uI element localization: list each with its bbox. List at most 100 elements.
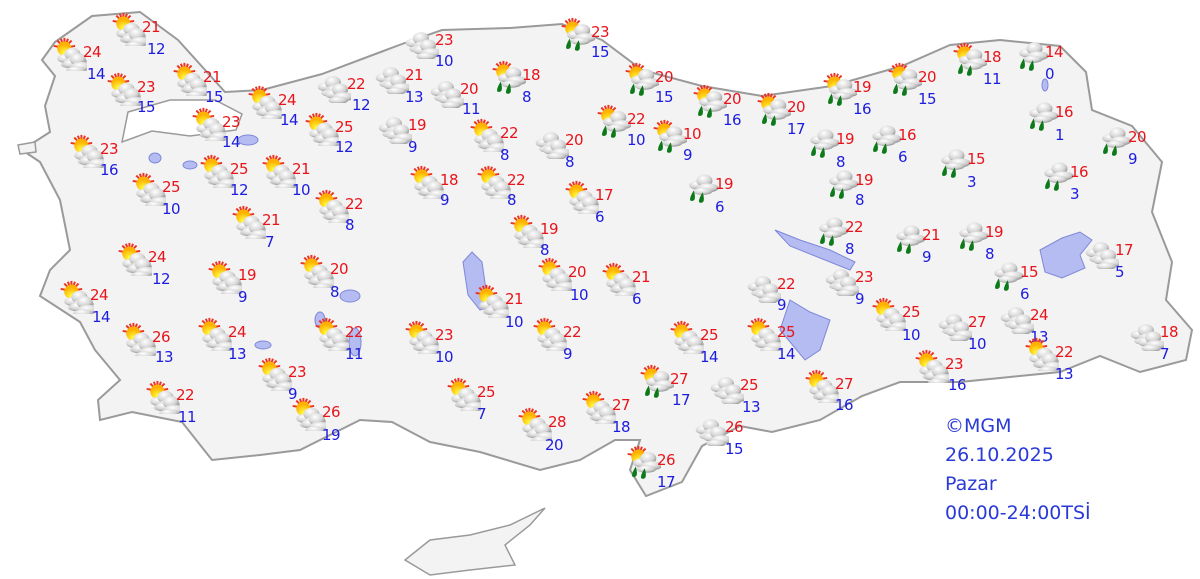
max-temp: 14 xyxy=(1045,43,1064,61)
max-temp: 21 xyxy=(405,66,424,84)
max-temp: 25 xyxy=(740,376,759,394)
min-temp: 17 xyxy=(657,473,676,491)
max-temp: 19 xyxy=(836,130,855,148)
min-temp: 16 xyxy=(853,100,872,118)
max-temp: 22 xyxy=(345,323,364,341)
max-temp: 18 xyxy=(1160,323,1179,341)
cloudy-icon xyxy=(375,67,409,94)
rain-icon xyxy=(896,225,926,254)
max-temp: 23 xyxy=(435,326,454,344)
partly-cloudy-rain-icon xyxy=(596,104,631,138)
max-temp: 22 xyxy=(345,195,364,213)
max-temp: 20 xyxy=(918,68,937,86)
min-temp: 5 xyxy=(1115,263,1125,281)
island xyxy=(17,141,37,155)
partly-cloudy-icon xyxy=(1024,337,1059,371)
cloudy-icon xyxy=(1130,324,1164,351)
min-temp: 9 xyxy=(563,345,573,363)
min-temp: 9 xyxy=(288,385,298,403)
max-temp: 17 xyxy=(595,186,614,204)
max-temp: 23 xyxy=(137,78,156,96)
partly-cloudy-icon xyxy=(581,390,616,424)
max-temp: 24 xyxy=(83,43,102,61)
min-temp: 10 xyxy=(292,181,311,199)
partly-cloudy-rain-icon xyxy=(491,60,526,94)
min-temp: 10 xyxy=(505,313,524,331)
max-temp: 27 xyxy=(612,396,631,414)
min-temp: 16 xyxy=(835,396,854,414)
min-temp: 8 xyxy=(565,153,575,171)
min-temp: 16 xyxy=(723,111,742,129)
min-temp: 14 xyxy=(777,345,796,363)
min-temp: 11 xyxy=(345,345,364,363)
partly-cloudy-icon xyxy=(564,180,599,214)
min-temp: 15 xyxy=(725,440,744,458)
partly-cloudy-icon xyxy=(314,317,349,351)
partly-cloudy-icon xyxy=(197,317,232,351)
min-temp: 15 xyxy=(655,88,674,106)
max-temp: 27 xyxy=(968,313,987,331)
min-temp: 12 xyxy=(335,138,354,156)
min-temp: 15 xyxy=(205,88,224,106)
min-temp: 6 xyxy=(715,198,725,216)
partly-cloudy-icon xyxy=(131,172,166,206)
min-temp: 13 xyxy=(1055,365,1074,383)
partly-cloudy-rain-icon xyxy=(652,119,687,153)
max-temp: 20 xyxy=(330,260,349,278)
max-temp: 22 xyxy=(347,75,366,93)
partly-cloudy-icon xyxy=(257,357,292,391)
max-temp: 27 xyxy=(670,370,689,388)
min-temp: 14 xyxy=(280,111,299,129)
partly-cloudy-icon xyxy=(111,12,146,46)
max-temp: 22 xyxy=(176,386,195,404)
cloudy-icon xyxy=(710,377,744,404)
min-temp: 18 xyxy=(612,418,631,436)
ataturk-dam xyxy=(779,299,831,361)
max-temp: 23 xyxy=(222,113,241,131)
max-temp: 21 xyxy=(922,226,941,244)
partly-cloudy-rain-icon xyxy=(822,72,857,106)
min-temp: 11 xyxy=(178,408,197,426)
min-temp: 15 xyxy=(137,98,156,116)
partly-cloudy-icon xyxy=(261,154,296,188)
max-temp: 20 xyxy=(565,131,584,149)
max-temp: 28 xyxy=(548,413,567,431)
max-temp: 18 xyxy=(983,48,1002,66)
min-temp: 14 xyxy=(700,348,719,366)
partly-cloudy-icon xyxy=(914,349,949,383)
max-temp: 16 xyxy=(1070,163,1089,181)
min-temp: 10 xyxy=(968,335,987,353)
partly-cloudy-rain-icon xyxy=(626,445,661,479)
min-temp: 6 xyxy=(898,148,908,166)
rain-icon xyxy=(1102,127,1132,156)
max-temp: 15 xyxy=(967,150,986,168)
max-temp: 22 xyxy=(777,275,796,293)
max-temp: 19 xyxy=(408,116,427,134)
max-temp: 17 xyxy=(1115,241,1134,259)
rain-icon xyxy=(941,149,971,178)
partly-cloudy-icon xyxy=(304,112,339,146)
partly-cloudy-icon xyxy=(52,37,87,71)
partly-cloudy-icon xyxy=(469,118,504,152)
max-temp: 20 xyxy=(568,263,587,281)
max-temp: 25 xyxy=(162,178,181,196)
min-temp: 8 xyxy=(855,191,865,209)
partly-cloudy-icon xyxy=(247,85,282,119)
max-temp: 24 xyxy=(1030,306,1049,324)
min-temp: 10 xyxy=(435,52,454,70)
max-temp: 24 xyxy=(148,248,167,266)
min-temp: 9 xyxy=(855,290,865,308)
max-temp: 22 xyxy=(500,124,519,142)
rain-icon xyxy=(959,222,989,251)
max-temp: 15 xyxy=(1020,263,1039,281)
partly-cloudy-icon xyxy=(409,165,444,199)
min-temp: 11 xyxy=(462,100,481,118)
max-temp: 20 xyxy=(787,98,806,116)
max-temp: 20 xyxy=(460,80,479,98)
partly-cloudy-rain-icon xyxy=(560,17,595,51)
cloudy-icon xyxy=(430,81,464,108)
period-label: 00:00-24:00TSİ xyxy=(945,502,1091,524)
min-temp: 8 xyxy=(507,191,517,209)
min-temp: 12 xyxy=(152,270,171,288)
max-temp: 23 xyxy=(435,31,454,49)
